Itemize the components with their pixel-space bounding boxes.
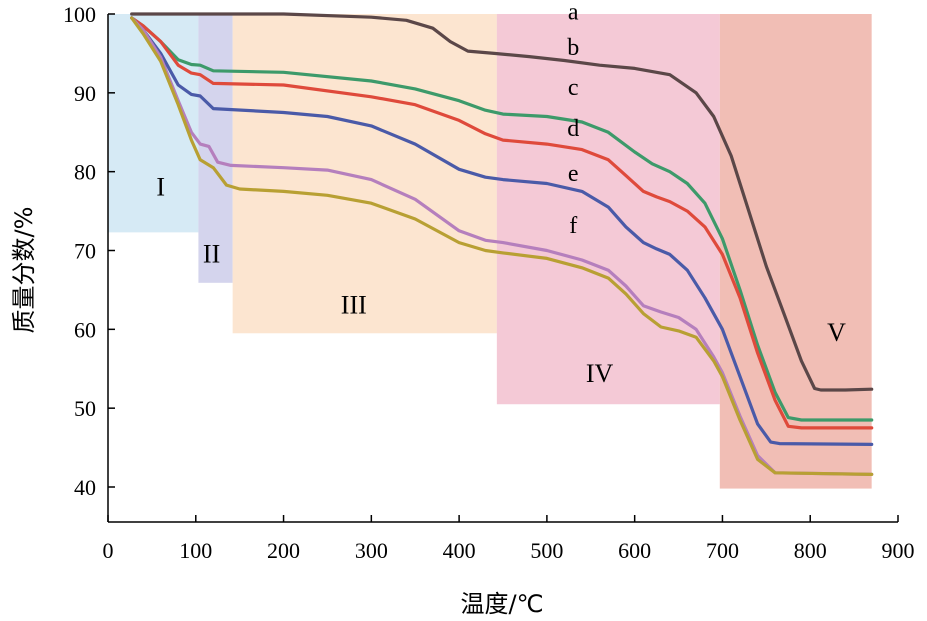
series-label-c: c	[568, 75, 579, 101]
region-label: II	[203, 239, 220, 268]
region-label: IV	[586, 359, 614, 388]
x-tick-label: 100	[179, 538, 212, 563]
series-label-d: d	[567, 116, 579, 142]
x-axis-title: 温度/℃	[460, 590, 543, 618]
region-3	[232, 14, 497, 334]
x-tick-label: 600	[618, 538, 651, 563]
x-tick-label: 400	[443, 538, 476, 563]
axes-layer: 0 100 200 300 400 500 600 700 800 900 40 50 60 70 80 90…	[63, 2, 915, 563]
y-tick-label: 70	[74, 239, 96, 264]
x-tick-label: 800	[794, 538, 827, 563]
y-tick-label: 40	[74, 475, 96, 500]
region-2	[198, 14, 233, 283]
series-line-d	[130, 16, 874, 446]
x-tick-label: 900	[882, 538, 915, 563]
regions-layer	[108, 14, 872, 489]
y-tick-label: 80	[74, 160, 96, 185]
region-5	[719, 14, 872, 489]
x-tick-label: 200	[267, 538, 300, 563]
series-line-f	[130, 16, 874, 476]
series-line-c	[130, 16, 874, 430]
x-tick-label: 300	[355, 538, 388, 563]
series-label-b: b	[567, 35, 579, 61]
y-tick-label: 90	[74, 81, 96, 106]
y-tick-label: 60	[74, 317, 96, 342]
x-tick-label: 500	[530, 538, 563, 563]
x-tick-label: 700	[706, 538, 739, 563]
series-label-a: a	[568, 0, 579, 26]
series-label-e: e	[568, 161, 579, 187]
series-layer	[130, 12, 874, 476]
x-tick-label: 0	[103, 538, 114, 563]
series-label-f: f	[569, 213, 577, 239]
y-tick-label: 50	[74, 396, 96, 421]
series-line-e	[130, 16, 874, 476]
region-label: I	[156, 172, 165, 201]
series-line-a	[130, 12, 874, 392]
region-label: III	[341, 291, 367, 320]
y-axis-title: 质量分数/%	[10, 207, 38, 334]
y-tick-label: 100	[63, 2, 96, 27]
region-label: V	[827, 318, 846, 347]
series-line-b	[130, 16, 874, 422]
